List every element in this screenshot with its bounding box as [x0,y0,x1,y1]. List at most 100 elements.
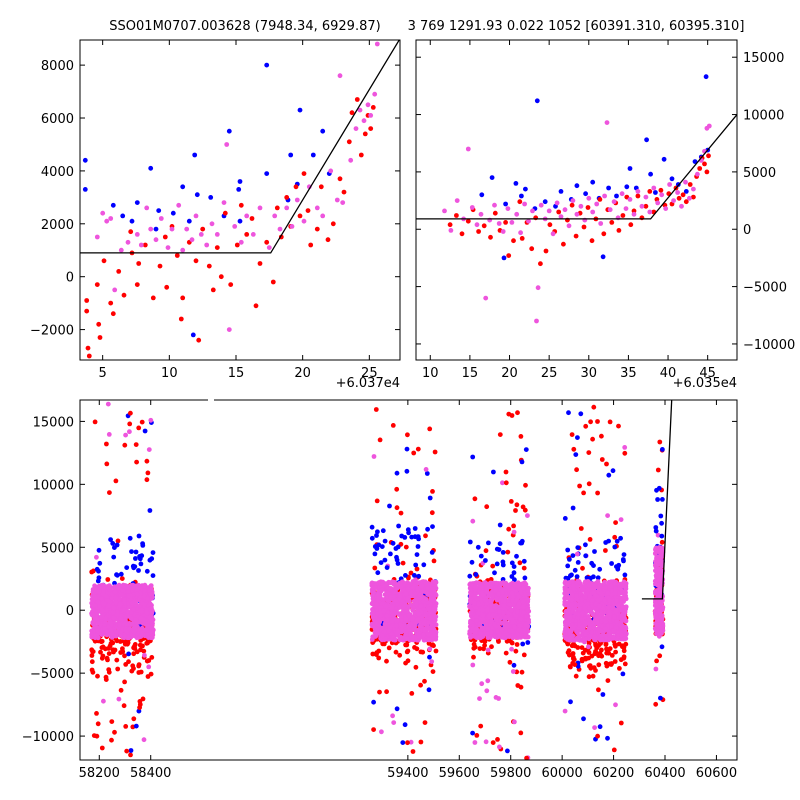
pink-point [414,602,420,607]
pink-point [403,616,409,622]
blue-point [648,171,653,177]
red-point [433,648,439,654]
pink-point [659,192,665,198]
red-point [403,642,408,648]
pink-point [484,622,489,628]
red-point [120,649,126,654]
pink-point [526,218,531,224]
blue-point [82,187,88,192]
red-point [362,131,368,137]
blue-point [568,573,573,579]
pink-point [104,218,110,224]
blue-point [470,730,475,736]
blue-point [147,508,153,513]
red-point [99,638,105,644]
blue-point [470,454,476,460]
blue-point [575,435,580,440]
red-point [518,684,524,690]
red-point [578,526,584,531]
pink-point [643,194,649,200]
pink-point [101,584,106,590]
pink-point [412,624,417,630]
top-left-x-tick-label: 5 [99,366,107,381]
pink-point [124,622,130,628]
red-point [341,189,347,195]
pink-point [380,579,386,585]
blue-point [605,735,610,741]
pink-point [111,605,117,611]
pink-point [146,447,152,452]
red-point [409,691,415,696]
red-point [488,234,493,240]
top-right-x-tick-label: 10 [422,366,439,381]
pink-point [706,123,712,129]
red-point [196,337,202,343]
blue-point [497,522,503,528]
pink-point [502,594,508,600]
blue-point [620,671,626,677]
red-point [200,226,206,232]
red-point [284,195,290,200]
blue-point [523,186,528,192]
pink-point [389,619,395,624]
pink-point [433,591,438,597]
blue-point [372,544,378,549]
pink-point [432,631,438,637]
red-point [586,650,592,655]
pink-point [586,195,592,201]
blue-point [519,193,524,199]
red-point [503,650,509,656]
pink-point [647,209,653,215]
blue-point [387,503,392,509]
blue-point [523,447,529,452]
pink-point [512,719,517,725]
pink-point [598,221,604,226]
blue-point [572,567,578,573]
pink-point [518,230,523,236]
pink-point [391,720,397,725]
blue-point [310,152,316,158]
blue-point [131,565,137,571]
top-left-frame [79,39,401,361]
pink-point [635,189,641,194]
pink-point [126,635,132,640]
pink-point [520,604,526,610]
red-point [595,733,600,739]
red-point [89,653,95,658]
red-point [137,705,143,710]
blue-point [120,213,126,219]
pink-point [423,597,429,602]
blue-point [496,547,502,552]
red-point [368,126,374,131]
pink-point [405,595,411,601]
pink-point [198,232,204,237]
blue-point [375,529,380,535]
red-point [481,223,487,229]
red-point [193,258,199,264]
red-point [109,737,114,743]
blue-point [384,565,390,570]
red-point [371,727,376,732]
pink-point [667,182,672,187]
pink-point [516,601,522,607]
pink-point [472,630,478,635]
red-point [127,410,133,416]
red-point [607,661,613,667]
blue-point [600,254,606,260]
red-point [454,213,459,218]
red-point [595,490,600,496]
red-point [405,432,410,438]
pink-point [94,554,99,560]
red-point [386,645,392,651]
blue-point [371,699,376,705]
pink-point [607,207,613,213]
pink-point [505,206,511,212]
red-point [572,662,578,667]
red-point [394,505,400,511]
red-point [415,446,421,452]
blue-point [479,192,485,198]
blue-point [583,542,588,548]
blue-point [394,706,400,712]
red-point [106,667,112,672]
blue-point [425,526,430,532]
